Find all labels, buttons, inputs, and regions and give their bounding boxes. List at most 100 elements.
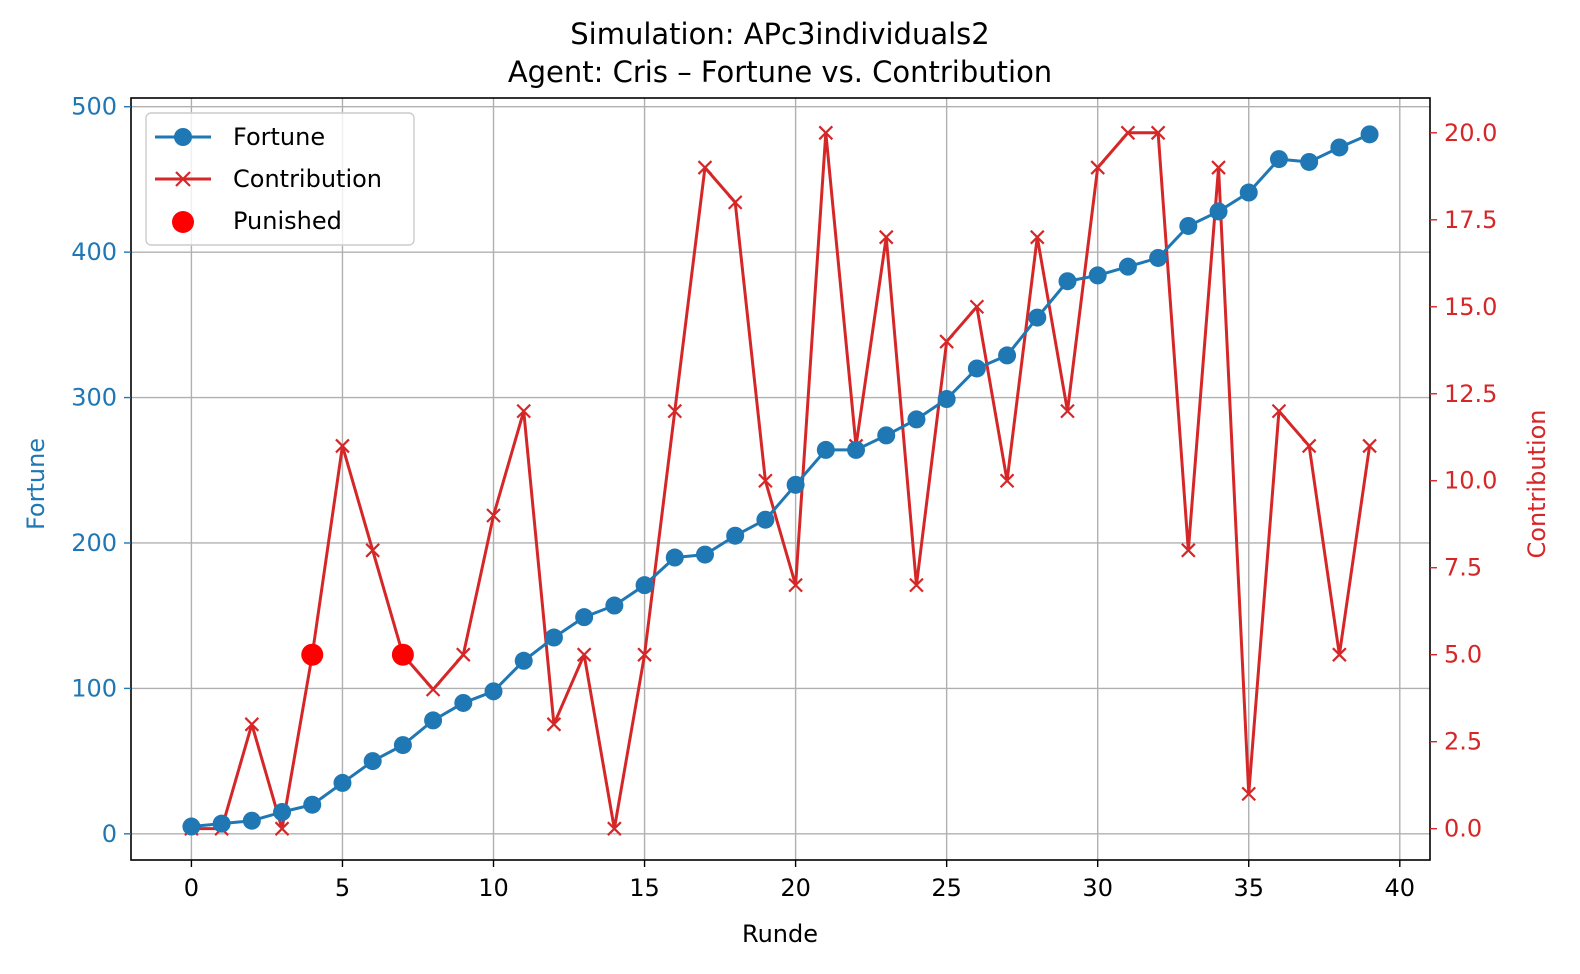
fortune-point <box>937 390 956 409</box>
contribution-point <box>969 299 985 315</box>
fortune-point <box>635 576 654 595</box>
fortune-point <box>726 526 745 545</box>
fortune-point <box>1149 248 1168 267</box>
fortune-point <box>514 651 533 670</box>
fortune-point <box>665 548 684 567</box>
contribution-point <box>878 229 894 245</box>
contribution-point <box>788 577 803 593</box>
fortune-point <box>544 628 563 647</box>
fortune-point <box>998 346 1017 365</box>
right-y-tick-label: 10.0 <box>1444 467 1497 495</box>
right-y-tick-label: 5.0 <box>1444 641 1482 669</box>
contribution-point <box>1271 403 1287 419</box>
fortune-point <box>575 608 594 627</box>
fortune-point <box>1058 272 1077 291</box>
fortune-point <box>393 736 412 755</box>
contribution-point <box>939 334 954 349</box>
fortune-point <box>333 773 352 792</box>
x-tick-label: 20 <box>780 874 811 902</box>
right-y-tick-label: 2.5 <box>1444 728 1482 756</box>
fortune-point <box>182 817 201 836</box>
contribution-point <box>667 403 683 419</box>
contribution-point <box>1120 125 1136 141</box>
left-y-tick-label: 300 <box>71 384 117 412</box>
legend-contribution-label: Contribution <box>233 165 382 193</box>
x-axis-label: Runde <box>742 920 818 948</box>
contribution-point <box>1301 438 1317 454</box>
contribution-point <box>758 473 773 489</box>
contribution-point <box>274 821 290 836</box>
left-y-axis-ticks: 0 100 200 300 400 500 <box>71 93 131 848</box>
grid <box>131 98 1430 860</box>
fortune-point <box>1269 150 1288 169</box>
right-y-tick-label: 12.5 <box>1444 380 1497 408</box>
fortune-point <box>877 426 896 445</box>
contribution-point <box>1332 647 1347 662</box>
contribution-point <box>365 543 380 558</box>
fortune-point <box>1360 125 1379 144</box>
right-y-tick-label: 20.0 <box>1444 119 1497 147</box>
legend-fortune-marker <box>174 128 192 146</box>
x-tick-label: 40 <box>1385 874 1416 902</box>
fortune-point <box>1330 138 1349 157</box>
legend-contribution-marker <box>175 171 191 187</box>
contribution-point <box>546 717 562 732</box>
contribution-point <box>999 473 1015 489</box>
contribution-point <box>1181 543 1196 558</box>
x-axis-ticks: 0 5 10 15 20 25 30 35 40 <box>184 860 1415 902</box>
fortune-point <box>1239 183 1258 202</box>
fortune-point <box>907 410 926 429</box>
right-y-axis-label: Contribution <box>1523 409 1551 558</box>
fortune-point <box>212 814 231 833</box>
fortune-point <box>786 475 805 494</box>
right-y-tick-label: 17.5 <box>1444 206 1497 234</box>
fortune-point <box>605 596 624 615</box>
right-y-tick-label: 0.0 <box>1444 815 1482 843</box>
right-y-tick-label: 7.5 <box>1444 554 1482 582</box>
fortune-point <box>1209 202 1228 221</box>
fortune-point <box>847 440 866 459</box>
fortune-point <box>273 803 292 822</box>
fortune-point <box>424 711 443 730</box>
contribution-point <box>1060 403 1075 419</box>
left-y-axis-label: Fortune <box>22 438 50 530</box>
fortune-point <box>484 682 503 701</box>
fortune-point <box>1028 308 1047 327</box>
fortune-point <box>1300 152 1319 171</box>
chart-title-line1: Simulation: APc3individuals2 <box>570 17 989 51</box>
legend: Fortune Contribution Punished <box>145 112 415 246</box>
contribution-point <box>1090 160 1105 175</box>
x-tick-label: 10 <box>478 874 509 902</box>
legend-punished-marker <box>172 211 194 233</box>
series-layer <box>182 125 1379 836</box>
left-y-tick-label: 0 <box>102 820 117 848</box>
fortune-point <box>967 359 986 378</box>
left-y-tick-label: 500 <box>71 93 117 121</box>
left-y-tick-label: 400 <box>71 238 117 266</box>
contribution-point <box>516 403 531 419</box>
contribution-point <box>637 647 652 662</box>
contribution-point <box>727 195 743 210</box>
fortune-point <box>695 545 714 564</box>
punished-point <box>391 643 414 666</box>
fortune-point <box>1088 266 1107 285</box>
contribution-point <box>1150 125 1166 141</box>
x-tick-label: 0 <box>184 874 199 902</box>
fortune-point <box>1179 216 1198 235</box>
contribution-point <box>818 125 834 141</box>
left-y-tick-label: 100 <box>71 674 117 702</box>
contribution-point <box>486 508 501 523</box>
punished-point <box>301 643 324 666</box>
contribution-point <box>244 717 260 732</box>
x-tick-label: 15 <box>629 874 660 902</box>
plot-frame <box>130 97 1431 861</box>
fortune-series-line <box>191 132 1371 829</box>
contribution-point <box>909 577 924 593</box>
legend-box <box>145 112 415 246</box>
contribution-series-line <box>191 131 1372 831</box>
fortune-point <box>816 440 835 459</box>
contribution-point <box>1362 438 1377 454</box>
contribution-point <box>1030 229 1045 245</box>
legend-punished-label: Punished <box>233 207 342 235</box>
